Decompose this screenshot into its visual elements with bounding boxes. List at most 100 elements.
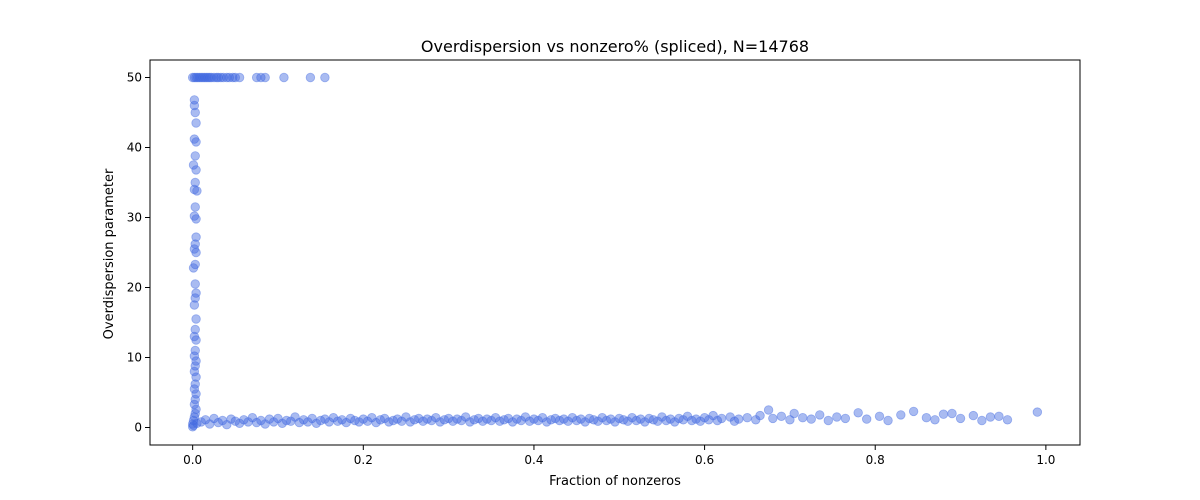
scatter-point	[286, 416, 296, 426]
y-tick-label: 40	[127, 141, 142, 155]
scatter-point	[190, 379, 200, 389]
scatter-point	[234, 72, 245, 83]
scatter-point	[704, 415, 714, 425]
scatter-point	[206, 72, 217, 83]
scatter-point	[529, 414, 539, 424]
scatter-point	[371, 417, 381, 428]
scatter-point	[191, 356, 201, 366]
scatter-point	[512, 414, 522, 424]
scatter-point	[189, 366, 200, 377]
scatter-point	[921, 413, 932, 423]
scatter-point	[234, 418, 245, 429]
scatter-point	[190, 239, 200, 249]
scatter-point	[1002, 415, 1013, 425]
scatter-point	[554, 415, 565, 426]
scatter-point	[584, 413, 595, 424]
scatter-point	[695, 416, 706, 426]
plot-frame	[149, 59, 1081, 446]
scatter-point	[674, 413, 684, 424]
scatter-point	[601, 415, 612, 426]
scatter-point	[281, 415, 292, 426]
scatter-point	[189, 95, 200, 105]
scatter-point	[189, 100, 200, 111]
scatter-point	[789, 408, 799, 419]
scatter-point	[198, 72, 208, 83]
scatter-point	[247, 413, 258, 423]
scatter-point	[216, 72, 226, 83]
scatter-point	[228, 72, 238, 83]
scatter-point	[189, 211, 200, 221]
scatter-point	[194, 72, 205, 83]
scatter-point	[414, 413, 424, 424]
scatter-point	[188, 263, 199, 273]
scatter-point	[191, 372, 201, 382]
scatter-point	[734, 414, 744, 424]
scatter-point	[205, 72, 215, 83]
scatter-point	[729, 416, 740, 426]
scatter-point	[456, 415, 467, 426]
scatter-point	[486, 415, 496, 426]
scatter-point	[196, 72, 206, 83]
scatter-point	[191, 314, 201, 324]
scatter-point	[896, 410, 906, 420]
scatter-point	[191, 137, 201, 147]
scatter-point	[665, 414, 676, 424]
scatter-point	[405, 417, 415, 427]
scatter-point	[333, 416, 343, 426]
scatter-point	[1032, 407, 1043, 417]
scatter-point	[375, 415, 386, 425]
scatter-point	[431, 413, 441, 423]
scatter-point	[187, 72, 198, 83]
scatter-point	[226, 414, 236, 424]
x-tick-label: 0.8	[866, 453, 885, 467]
scatter-point	[190, 345, 200, 356]
scatter-point	[277, 418, 287, 429]
scatter-point	[955, 413, 966, 424]
scatter-point	[213, 72, 223, 83]
points-layer	[187, 72, 1043, 432]
x-axis-label: Fraction of nonzeros	[549, 474, 681, 489]
scatter-point	[256, 72, 266, 83]
scatter-point	[191, 118, 201, 128]
x-tick-label: 1.0	[1036, 453, 1055, 467]
scatter-point	[503, 413, 514, 424]
scatter-point	[968, 410, 979, 421]
scatter-point	[189, 331, 200, 342]
scatter-point	[495, 416, 505, 426]
scatter-point	[947, 408, 957, 419]
scatter-point	[606, 414, 616, 424]
scatter-point	[874, 411, 885, 422]
scatter-point	[687, 415, 697, 426]
scatter-point	[190, 279, 200, 289]
scatter-point	[187, 422, 198, 432]
scatter-point	[218, 72, 229, 83]
scatter-point	[191, 232, 201, 242]
scatter-point	[211, 72, 222, 83]
scatter-point	[230, 416, 241, 426]
scatter-point	[190, 202, 200, 212]
scatter-point	[806, 414, 816, 424]
scatter-point	[191, 389, 201, 399]
scatter-point	[627, 413, 637, 423]
scatter-point	[341, 417, 351, 428]
scatter-point	[725, 412, 735, 422]
scatter-point	[559, 414, 569, 424]
scatter-point	[908, 406, 919, 417]
scatter-point	[188, 420, 199, 431]
scatter-point	[657, 412, 667, 422]
scatter-point	[305, 72, 316, 83]
scatter-point	[478, 416, 488, 426]
scatter-point	[452, 414, 462, 424]
scatter-point	[469, 415, 479, 425]
scatter-point	[520, 412, 531, 422]
scatter-point	[189, 399, 200, 410]
scatter-point	[644, 413, 654, 424]
scatter-point	[588, 415, 599, 425]
scatter-point	[345, 413, 356, 424]
scatter-point	[350, 415, 360, 426]
scatter-point	[222, 420, 232, 430]
scatter-point	[862, 414, 872, 424]
ticks-layer: 0.0 0.2 0.4 0.6 0.8 1.0 0 10 20 30 40 50	[127, 71, 1056, 468]
scatter-point	[191, 404, 201, 415]
